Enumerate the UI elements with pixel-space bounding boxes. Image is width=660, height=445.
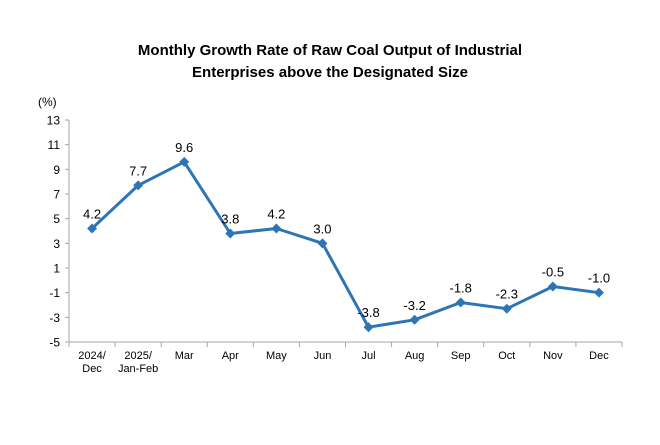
data-point-marker	[271, 223, 282, 234]
data-label: -1.0	[588, 271, 610, 286]
x-tick-label: Oct	[498, 350, 515, 362]
data-label: -1.8	[450, 281, 472, 296]
series-group: 4.2 7.7 9.6 3.8 4.2 3.0 -3.8 -3.2 -1.8 -2.3 -0.5 -1…	[83, 140, 610, 333]
data-point-marker	[363, 322, 374, 333]
data-point-marker	[87, 223, 98, 234]
data-point-marker	[133, 180, 144, 191]
data-point-marker	[317, 238, 328, 249]
data-label: 3.0	[313, 221, 331, 236]
x-tick-label: Mar	[175, 350, 194, 362]
y-tick-label: -5	[49, 336, 60, 350]
x-tick-label: 2025/	[124, 350, 152, 362]
y-tick-label: 5	[53, 212, 60, 226]
data-point-marker	[179, 156, 190, 167]
data-point-marker	[225, 228, 236, 239]
data-label: 4.2	[267, 207, 285, 222]
x-tick-label: Sep	[451, 350, 471, 362]
y-tick-label: 3	[53, 237, 60, 251]
x-tick-label: 2024/	[78, 350, 106, 362]
y-tick-label: 9	[53, 163, 60, 177]
x-tick-label: Jun	[314, 350, 332, 362]
data-label: -3.2	[403, 298, 425, 313]
x-tick-label: May	[266, 350, 287, 362]
data-label: 9.6	[175, 140, 193, 155]
y-tick-label: -1	[49, 286, 60, 300]
y-tick-label: -3	[49, 311, 60, 325]
series-line	[90, 160, 601, 329]
data-point-marker	[593, 287, 604, 298]
data-label: -2.3	[496, 287, 518, 302]
data-point-marker	[409, 314, 420, 325]
data-label: -0.5	[542, 265, 564, 280]
data-label: 7.7	[129, 163, 147, 178]
data-label: -3.8	[357, 305, 379, 320]
y-tick-label: 13	[47, 114, 61, 128]
data-point-marker	[547, 281, 558, 292]
x-tick-label: Jan-Feb	[118, 363, 158, 375]
x-tick-label: Aug	[405, 350, 425, 362]
data-label: 3.8	[221, 211, 239, 226]
y-axis-unit-label: (%)	[38, 95, 57, 109]
data-point-marker	[501, 303, 512, 314]
axes-group: 13 11 9 7 5 3 1 -1 -3 -5 2024/Dec 2025/Jan-Feb Mar Ap…	[47, 114, 623, 375]
data-point-marker	[455, 297, 466, 308]
data-label: 4.2	[83, 207, 101, 222]
x-tick-label: Apr	[222, 350, 239, 362]
chart-title-line-2: Enterprises above the Designated Size	[192, 64, 468, 81]
y-tick-label: 1	[53, 262, 60, 276]
y-tick-label: 7	[53, 188, 60, 202]
y-tick-label: 11	[48, 138, 61, 152]
x-tick-label: Dec	[82, 363, 102, 375]
chart-title-line-1: Monthly Growth Rate of Raw Coal Output o…	[138, 42, 522, 59]
x-tick-label: Dec	[589, 350, 609, 362]
x-tick-label: Jul	[362, 350, 376, 362]
x-tick-label: Nov	[543, 350, 563, 362]
